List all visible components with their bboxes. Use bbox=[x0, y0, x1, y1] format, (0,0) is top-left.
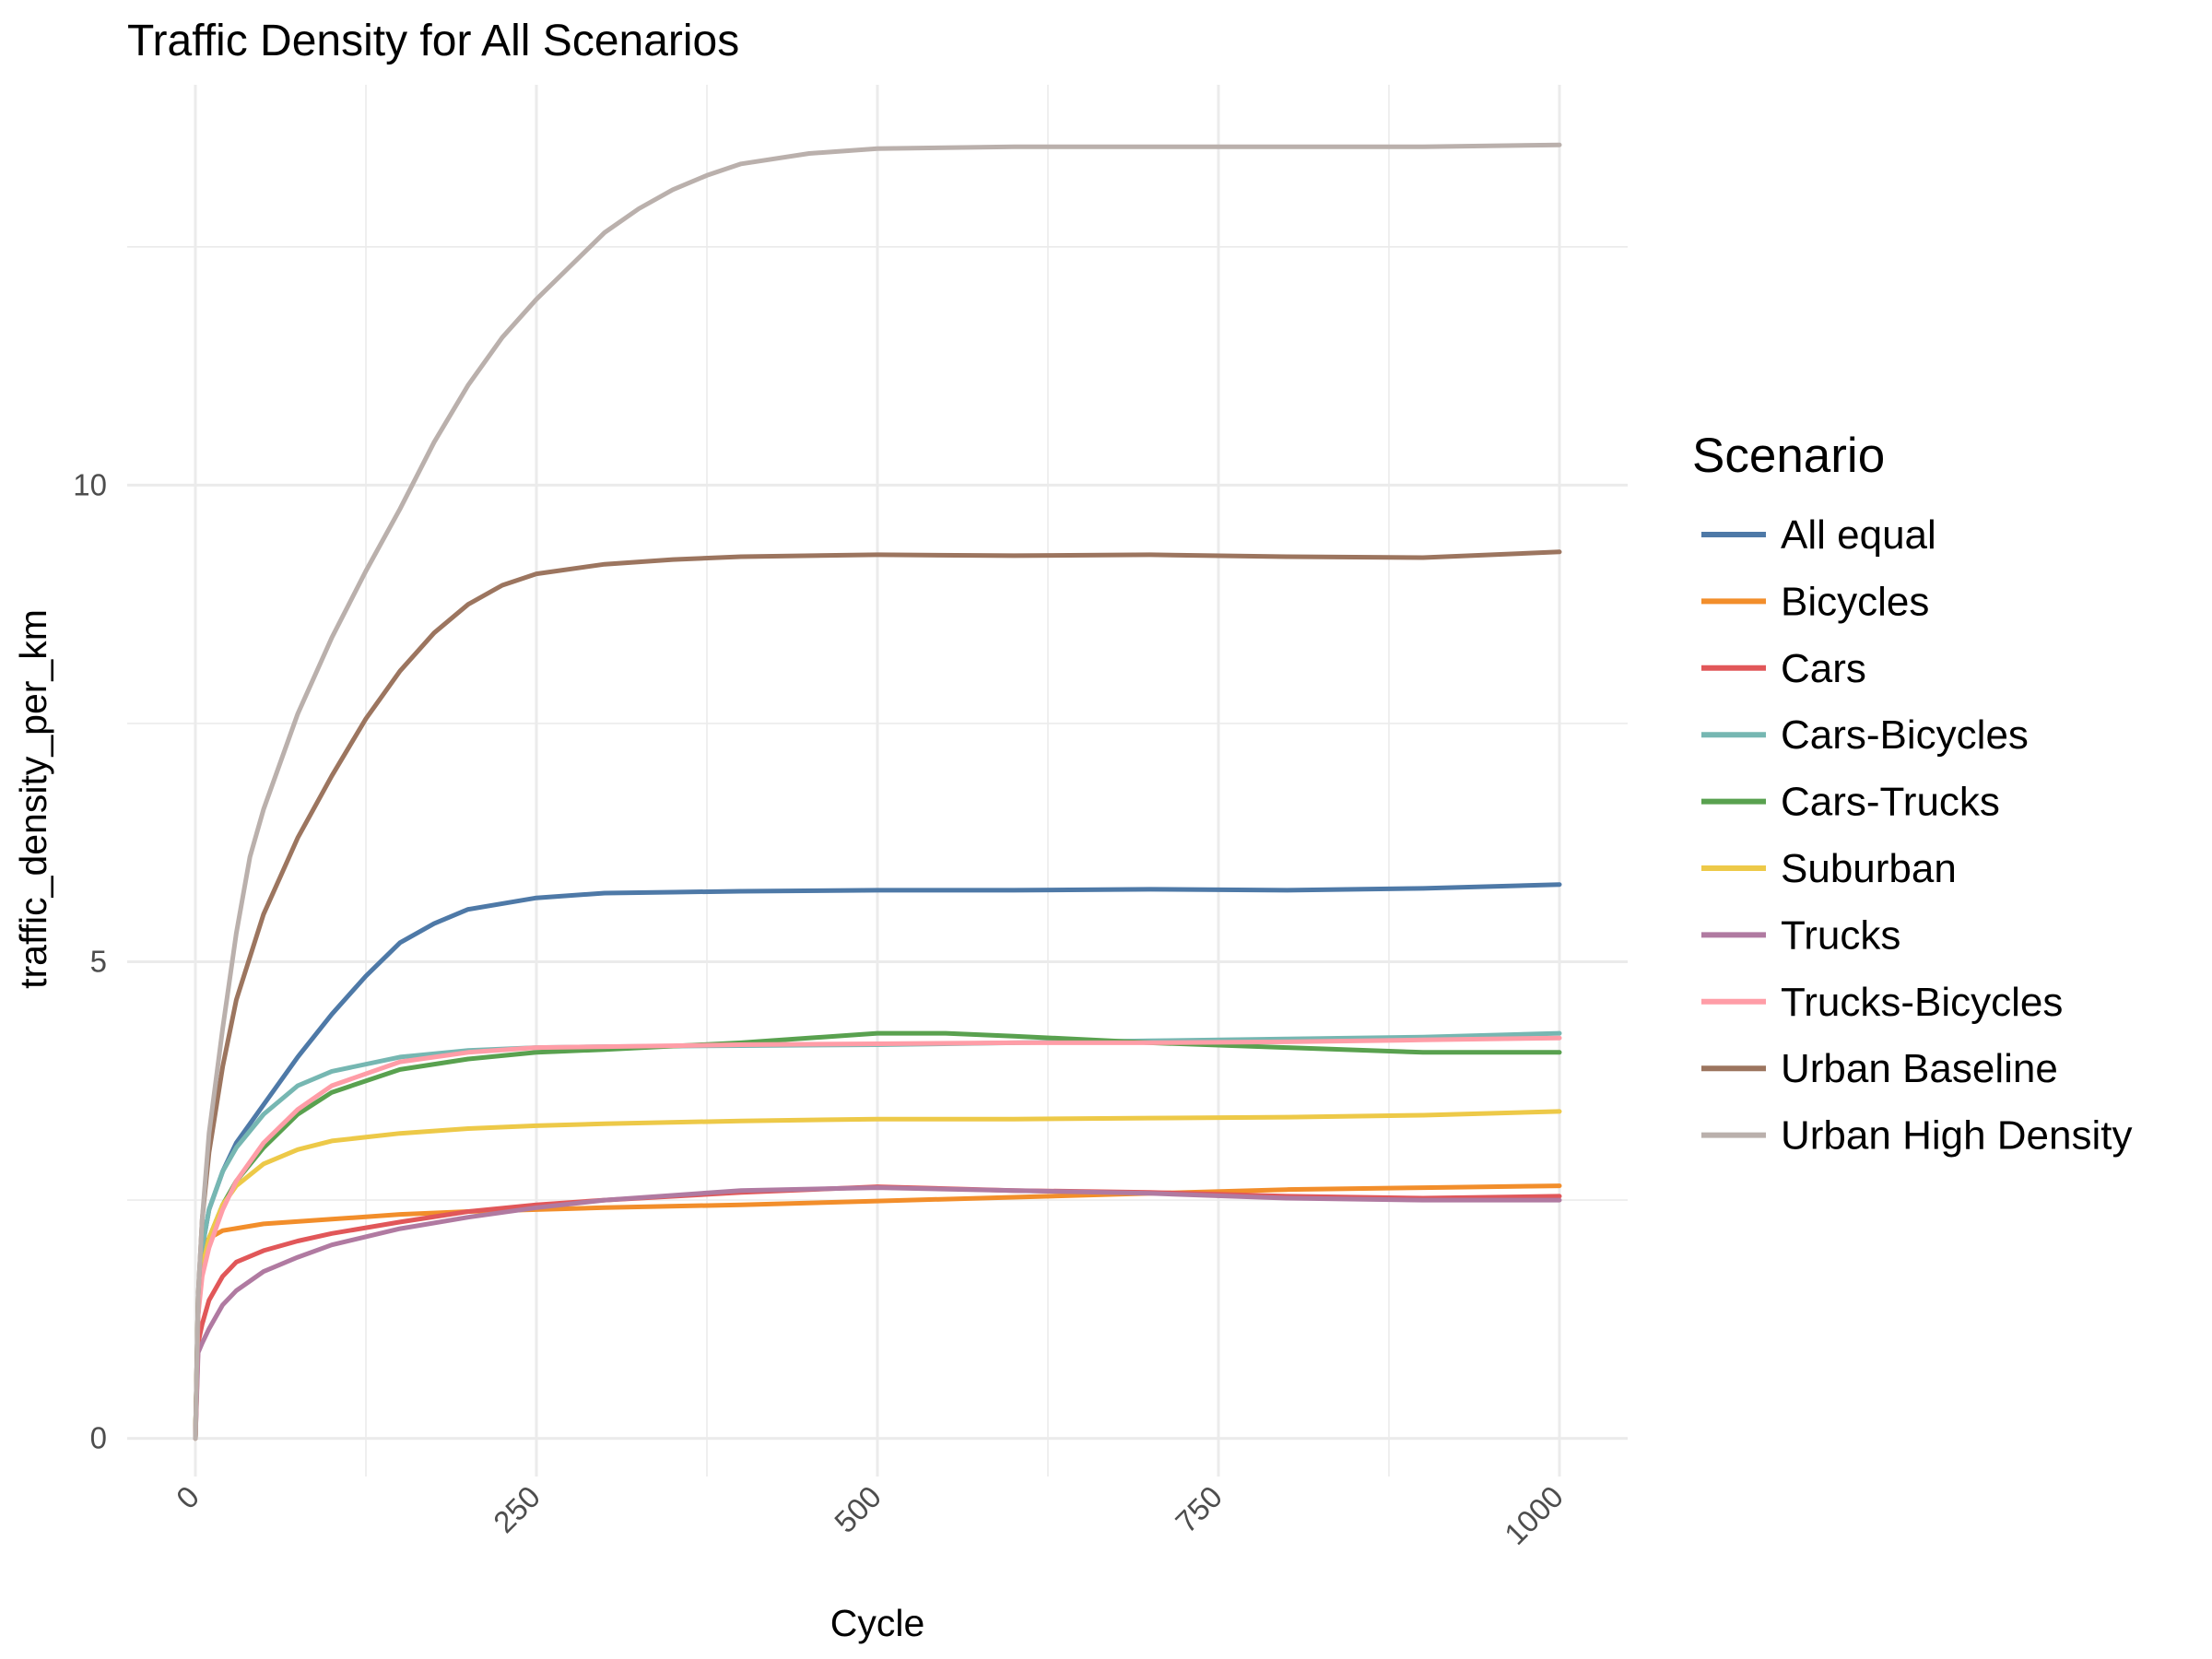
legend-label-cars: Cars bbox=[1781, 646, 1866, 691]
x-tick-label: 750 bbox=[1169, 1479, 1229, 1539]
series-line-suburban bbox=[193, 1109, 1562, 1441]
legend-label-urban-high-density: Urban High Density bbox=[1781, 1113, 2133, 1159]
x-tick-label: 500 bbox=[828, 1479, 888, 1539]
x-axis-title: Cycle bbox=[830, 1602, 925, 1644]
y-axis-title: traffic_density_per_km bbox=[12, 609, 54, 989]
legend-items: All equal Bicycles Cars Cars-Bicycles Cars-T… bbox=[1701, 512, 2133, 1159]
series-line-urban-baseline bbox=[193, 549, 1562, 1441]
x-tick-label: 1000 bbox=[1498, 1479, 1570, 1551]
series-line-urban-high-density bbox=[193, 142, 1562, 1441]
x-axis-ticks: 0 250 500 750 1000 bbox=[170, 1479, 1570, 1551]
legend-label-bicycles: Bicycles bbox=[1781, 579, 1929, 624]
x-tick-label: 0 bbox=[170, 1479, 206, 1515]
legend-title: Scenario bbox=[1692, 429, 1885, 483]
legend-label-cars-bicycles: Cars-Bicycles bbox=[1781, 712, 2029, 758]
y-tick-label: 10 bbox=[73, 467, 107, 501]
legend-label-trucks: Trucks bbox=[1781, 912, 1900, 958]
legend-label-urban-baseline: Urban Baseline bbox=[1781, 1046, 2058, 1091]
x-tick-label: 250 bbox=[487, 1479, 547, 1539]
legend-label-suburban: Suburban bbox=[1781, 846, 1957, 891]
grid bbox=[127, 85, 1628, 1477]
legend-label-all-equal: All equal bbox=[1781, 512, 1936, 558]
legend-label-cars-trucks: Cars-Trucks bbox=[1781, 780, 2000, 825]
series-line-trucks bbox=[193, 1185, 1562, 1441]
series-lines bbox=[193, 142, 1562, 1441]
y-axis-ticks: 0 5 10 bbox=[73, 467, 107, 1454]
y-tick-label: 0 bbox=[90, 1421, 107, 1455]
chart-title: Traffic Density for All Scenarios bbox=[127, 17, 739, 65]
y-tick-label: 5 bbox=[90, 945, 107, 979]
legend: Scenario All equal Bicycles Cars Cars-Bicyc… bbox=[1692, 429, 2133, 1159]
legend-label-trucks-bicycles: Trucks-Bicycles bbox=[1781, 980, 2063, 1025]
series-line-trucks-bicycles bbox=[193, 1035, 1562, 1441]
